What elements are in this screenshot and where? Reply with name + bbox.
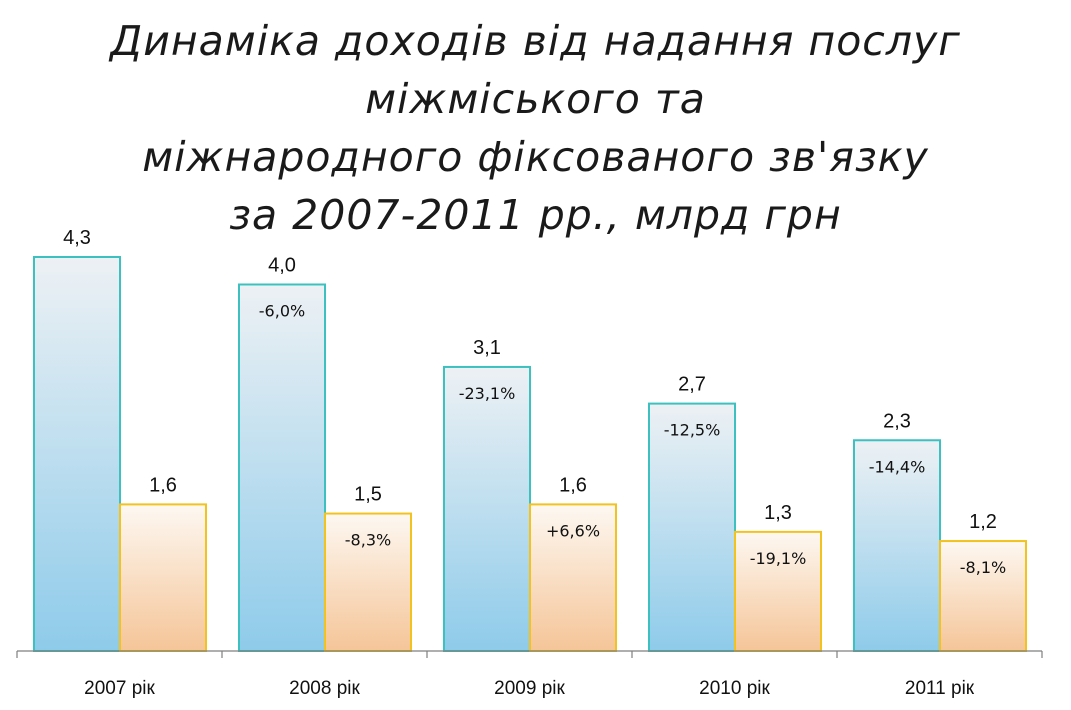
value-label-series-1-1: 4,0 [268, 254, 296, 276]
value-label-series-1-3: 2,7 [678, 374, 706, 396]
category-label-3: 2010 рік [699, 678, 770, 699]
bar-series-2-1 [324, 512, 412, 653]
chart-title-line-2: міжнародного фіксованого зв'язку [142, 133, 929, 181]
chart-title: Динаміка доходів від надання послуг міжм… [0, 12, 1071, 244]
bars-layer [33, 256, 1027, 653]
value-label-series-2-4: 1,2 [969, 511, 997, 533]
change-label-series-2-1: -8,3% [345, 531, 391, 550]
bar-series-1-4 [853, 439, 941, 653]
bar-series-1-3 [648, 402, 736, 652]
category-label-4: 2011 рік [905, 678, 975, 699]
chart-title-line-3: за 2007-2011 рр., млрд грн [229, 191, 842, 239]
bar-series-1-0 [33, 256, 121, 652]
labels-layer: 4,3 1,6 2007 рік 4,0 -6,0% 1,5 -8,3% 2008 рік 3,… [63, 227, 1006, 699]
category-label-1: 2008 рік [289, 678, 360, 699]
change-label-series-2-3: -19,1% [750, 549, 807, 568]
value-label-series-2-1: 1,5 [354, 484, 382, 506]
change-label-series-1-1: -6,0% [259, 301, 305, 320]
category-label-2: 2009 рік [494, 678, 565, 699]
change-label-series-1-2: -23,1% [459, 384, 516, 403]
bar-series-1-2 [443, 365, 531, 652]
value-label-series-2-2: 1,6 [559, 474, 587, 496]
value-label-series-1-0: 4,3 [63, 227, 91, 249]
bar-series-2-0 [119, 503, 207, 652]
value-label-series-1-4: 2,3 [883, 410, 911, 432]
value-label-series-1-2: 3,1 [473, 337, 501, 359]
change-label-series-2-4: -8,1% [960, 558, 1006, 577]
value-label-series-2-3: 1,3 [764, 502, 792, 524]
bar-series-2-2 [529, 503, 617, 652]
value-label-series-2-0: 1,6 [149, 474, 177, 496]
x-axis [16, 650, 1043, 658]
category-label-0: 2007 рік [84, 678, 155, 699]
change-label-series-2-2: +6,6% [546, 521, 600, 540]
change-label-series-1-4: -14,4% [869, 457, 926, 476]
chart-title-line-1: Динаміка доходів від надання послуг міжм… [110, 17, 961, 123]
bar-series-1-1 [238, 283, 326, 652]
change-label-series-1-3: -12,5% [664, 421, 721, 440]
